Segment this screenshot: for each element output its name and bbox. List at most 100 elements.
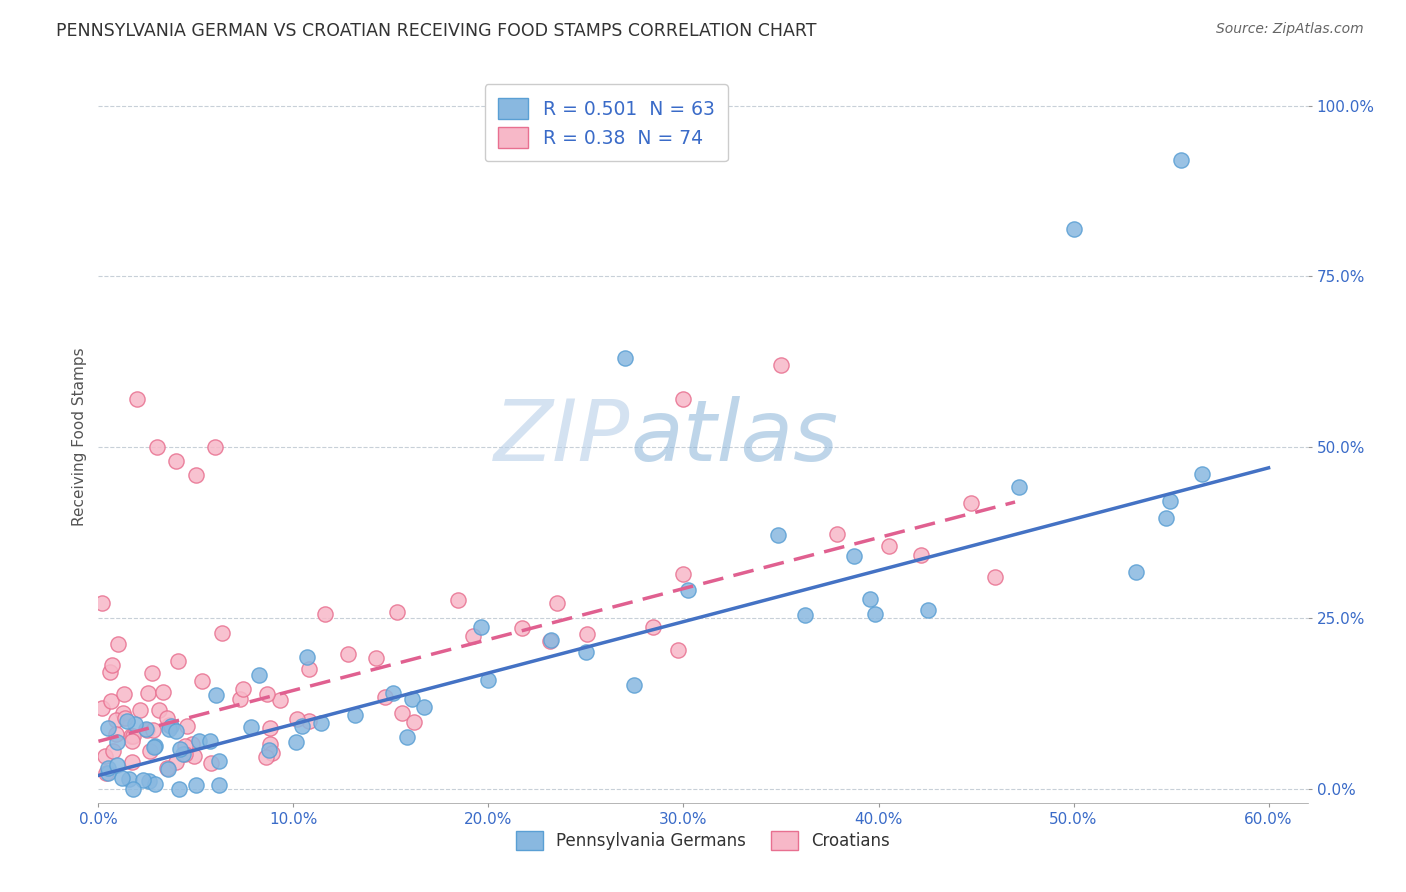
Point	[259, 721, 281, 735]
Point	[184, 778, 207, 792]
Point	[643, 620, 665, 634]
Point	[157, 762, 180, 776]
Point	[169, 742, 191, 756]
Point	[165, 454, 187, 468]
Point	[865, 607, 887, 622]
Point	[412, 699, 434, 714]
Point	[259, 737, 281, 751]
Point	[139, 744, 162, 758]
Point	[385, 605, 408, 619]
Point	[402, 715, 425, 730]
Point	[91, 701, 114, 715]
Point	[344, 708, 367, 723]
Point	[311, 715, 333, 730]
Point	[447, 593, 470, 607]
Legend: Pennsylvania Germans, Croatians: Pennsylvania Germans, Croatians	[506, 821, 900, 860]
Point	[676, 583, 699, 598]
Point	[269, 692, 291, 706]
Point	[104, 726, 127, 740]
Point	[910, 548, 932, 562]
Point	[157, 722, 180, 736]
Point	[111, 706, 134, 720]
Point	[672, 392, 695, 407]
Point	[1191, 467, 1213, 481]
Point	[540, 633, 562, 648]
Point	[666, 643, 689, 657]
Point	[575, 645, 598, 659]
Point	[291, 719, 314, 733]
Point	[159, 718, 181, 732]
Point	[165, 724, 187, 739]
Point	[1125, 566, 1147, 580]
Point	[298, 714, 321, 729]
Point	[156, 761, 179, 775]
Point	[297, 662, 319, 676]
Point	[148, 703, 170, 717]
Point	[576, 626, 599, 640]
Point	[143, 777, 166, 791]
Point	[105, 734, 128, 748]
Point	[1063, 221, 1085, 235]
Point	[176, 719, 198, 733]
Point	[623, 677, 645, 691]
Point	[983, 570, 1005, 584]
Point	[184, 467, 207, 482]
Point	[96, 766, 118, 780]
Point	[382, 685, 405, 699]
Point	[461, 629, 484, 643]
Point	[1008, 480, 1031, 494]
Point	[101, 657, 124, 672]
Point	[100, 694, 122, 708]
Point	[336, 648, 359, 662]
Point	[120, 729, 142, 743]
Point	[793, 607, 815, 622]
Point	[208, 754, 231, 768]
Point	[1154, 511, 1177, 525]
Point	[200, 756, 222, 770]
Point	[122, 729, 145, 743]
Point	[396, 730, 419, 744]
Point	[917, 603, 939, 617]
Point	[167, 654, 190, 668]
Point	[825, 526, 848, 541]
Point	[107, 637, 129, 651]
Point	[111, 772, 134, 786]
Point	[285, 712, 308, 726]
Point	[129, 703, 152, 717]
Point	[97, 765, 120, 780]
Point	[256, 687, 278, 701]
Point	[115, 714, 138, 728]
Point	[174, 739, 197, 753]
Point	[141, 665, 163, 680]
Point	[142, 739, 165, 754]
Point	[181, 737, 204, 751]
Point	[205, 689, 228, 703]
Point	[112, 687, 135, 701]
Point	[97, 721, 120, 735]
Point	[260, 747, 283, 761]
Point	[198, 734, 221, 748]
Point	[1159, 494, 1181, 508]
Point	[672, 566, 695, 581]
Point	[259, 743, 281, 757]
Point	[191, 674, 214, 689]
Point	[122, 782, 145, 797]
Text: PENNSYLVANIA GERMAN VS CROATIAN RECEIVING FOOD STAMPS CORRELATION CHART: PENNSYLVANIA GERMAN VS CROATIAN RECEIVIN…	[56, 22, 817, 40]
Point	[121, 755, 143, 769]
Point	[477, 673, 499, 687]
Point	[211, 626, 233, 640]
Point	[183, 749, 205, 764]
Point	[138, 774, 160, 789]
Point	[105, 713, 128, 727]
Point	[247, 667, 270, 681]
Point	[366, 651, 388, 665]
Point	[284, 735, 307, 749]
Point	[167, 782, 190, 797]
Point	[121, 734, 143, 748]
Point	[142, 723, 165, 737]
Point	[105, 757, 128, 772]
Point	[229, 692, 252, 706]
Point	[314, 607, 336, 621]
Point	[146, 440, 169, 454]
Point	[470, 620, 492, 634]
